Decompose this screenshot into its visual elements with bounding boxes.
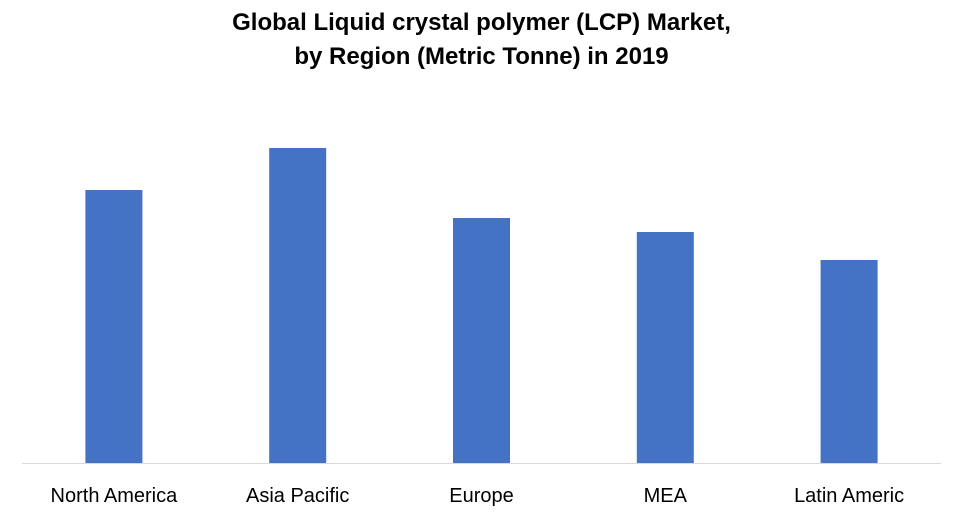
bar-europe: [453, 218, 510, 463]
x-tick-label: North America: [51, 485, 179, 507]
x-tick-label: Asia Pacific: [246, 485, 349, 507]
chart-title: Global Liquid crystal polymer (LCP) Mark…: [0, 6, 963, 74]
bar-north-america: [85, 190, 143, 463]
x-tick-label: Latin Americ: [794, 485, 904, 507]
bar-mea: [636, 232, 694, 463]
x-tick-label: MEA: [644, 485, 688, 507]
x-tick-label: Europe: [449, 485, 514, 507]
bar-asia-pacific: [269, 148, 327, 463]
bar-latin-americ: [820, 260, 878, 463]
chart-title-line-2: by Region (Metric Tonne) in 2019: [294, 43, 669, 70]
chart-title-line-1: Global Liquid crystal polymer (LCP) Mark…: [232, 9, 731, 36]
